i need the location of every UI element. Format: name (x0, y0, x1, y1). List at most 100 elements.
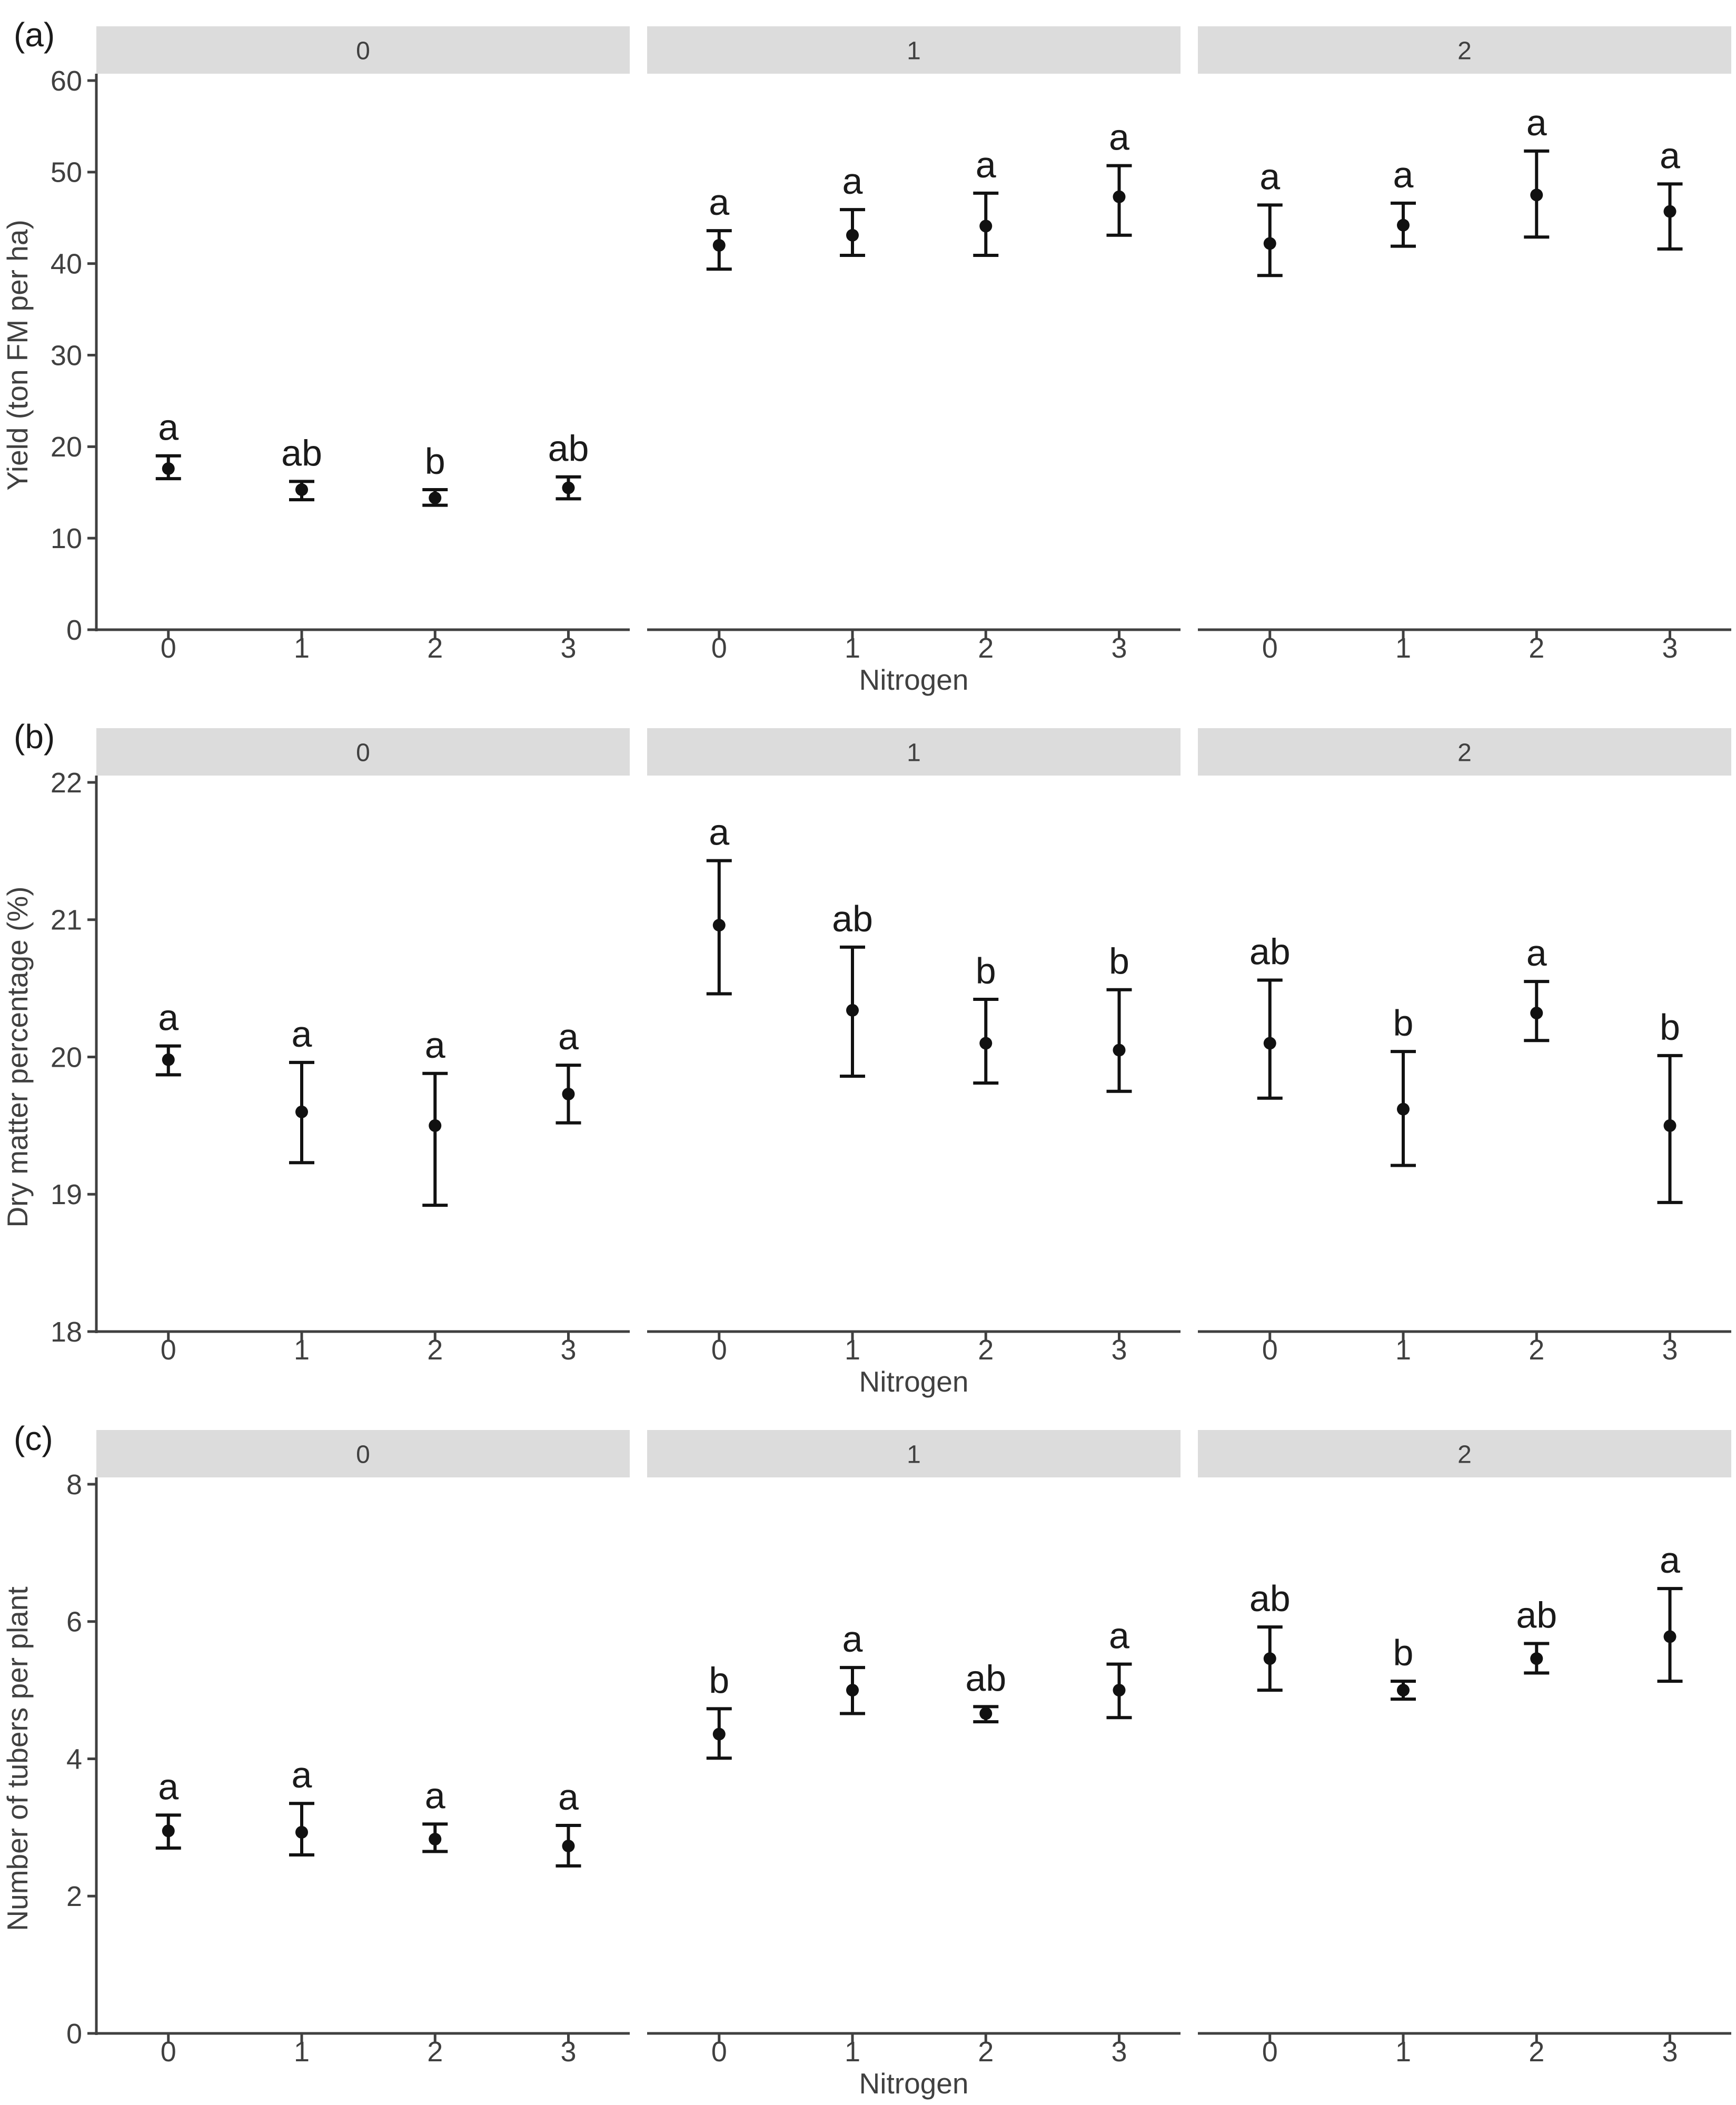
x-tick-label: 0 (1262, 2036, 1278, 2068)
x-tick-label: 1 (845, 2036, 860, 2068)
mean-point (295, 1105, 309, 1118)
significance-letter: a (1660, 135, 1680, 176)
y-tick-label: 18 (51, 1316, 82, 1348)
panel-chart-b: (b)Dry matter percentage (%)181920212200… (1, 718, 1731, 1398)
mean-point (1663, 1630, 1677, 1643)
x-tick-label: 3 (1111, 2036, 1127, 2068)
errorbar-point: a (1524, 102, 1550, 239)
mean-point (979, 1707, 993, 1720)
mean-point (979, 1037, 993, 1050)
errorbar-point: ab (1249, 931, 1291, 1100)
mean-point (1530, 1652, 1543, 1665)
facet-strip-label: 2 (1457, 37, 1472, 65)
mean-point (1663, 205, 1677, 218)
errorbar-point: ab (965, 1657, 1006, 1724)
panel-label: (c) (14, 1419, 53, 1457)
x-tick-label: 0 (711, 632, 727, 664)
x-tick-label: 2 (978, 632, 994, 664)
errorbar-point: b (973, 950, 999, 1085)
errorbar-point: b (1657, 1007, 1683, 1204)
facet-strip-label: 1 (907, 1441, 921, 1468)
x-tick-label: 0 (711, 1334, 727, 1366)
y-tick-label: 8 (66, 1469, 82, 1501)
significance-letter: a (709, 182, 729, 223)
significance-letter: a (1526, 932, 1547, 974)
significance-letter: a (292, 1754, 312, 1795)
significance-letter: ab (1249, 931, 1291, 972)
significance-letter: a (425, 1775, 445, 1816)
x-tick-label: 3 (560, 1334, 576, 1366)
x-tick-label: 3 (1662, 2036, 1678, 2068)
facet-strip-label: 0 (356, 1441, 370, 1468)
x-tick-label: 0 (1262, 632, 1278, 664)
facet-strip-label: 1 (907, 37, 921, 65)
significance-letter: ab (832, 898, 873, 939)
x-tick-label: 1 (1395, 2036, 1411, 2068)
significance-letter: a (842, 161, 863, 202)
facet-strip (96, 728, 630, 776)
y-tick-label: 50 (51, 157, 82, 188)
y-tick-label: 10 (51, 523, 82, 554)
x-tick-label: 0 (1262, 1334, 1278, 1366)
significance-letter: ab (1516, 1594, 1557, 1635)
errorbar-point: a (1657, 135, 1683, 251)
errorbar-point: a (289, 1754, 315, 1857)
x-axis-title: Nitrogen (859, 663, 969, 696)
facet-strip-label: 2 (1457, 1441, 1472, 1468)
mean-point (1530, 188, 1543, 202)
errorbar-point: a (1106, 117, 1132, 237)
facet-strip-label: 0 (356, 37, 370, 65)
significance-letter: a (158, 1766, 178, 1807)
significance-letter: a (1660, 1540, 1680, 1581)
y-tick-label: 30 (51, 340, 82, 371)
x-tick-label: 2 (978, 1334, 994, 1366)
errorbar-point: a (155, 407, 181, 481)
y-tick-label: 0 (66, 2018, 82, 2050)
mean-point (429, 1833, 442, 1846)
errorbar-point: b (1391, 1632, 1416, 1701)
y-tick-label: 22 (51, 767, 82, 799)
errorbar-point: a (289, 1014, 315, 1165)
errorbar-point: ab (832, 898, 873, 1078)
facet-strip (647, 728, 1181, 776)
errorbar-point: a (422, 1775, 448, 1853)
x-tick-label: 2 (427, 1334, 443, 1366)
x-tick-label: 1 (845, 632, 860, 664)
mean-point (1113, 1044, 1126, 1057)
mean-point (1263, 1037, 1276, 1050)
significance-letter: a (158, 997, 178, 1038)
y-tick-label: 19 (51, 1179, 82, 1210)
mean-point (712, 1727, 726, 1741)
y-tick-label: 60 (51, 65, 82, 97)
mean-point (1263, 237, 1276, 250)
errorbar-point: b (422, 441, 448, 507)
errorbar-point: b (1106, 941, 1132, 1093)
significance-letter: b (425, 441, 445, 482)
facet-strip (96, 1430, 630, 1477)
mean-point (162, 1824, 175, 1838)
y-tick-label: 4 (66, 1743, 82, 1775)
significance-letter: a (1393, 154, 1414, 195)
x-tick-label: 2 (427, 2036, 443, 2068)
mean-point (1663, 1119, 1677, 1132)
significance-letter: b (709, 1660, 729, 1701)
mean-point (712, 239, 726, 252)
mean-point (162, 1053, 175, 1066)
x-tick-label: 2 (1529, 2036, 1544, 2068)
x-tick-label: 1 (294, 632, 310, 664)
x-tick-label: 3 (560, 2036, 576, 2068)
mean-point (429, 1119, 442, 1132)
errorbar-point: ab (281, 432, 322, 502)
mean-point (1397, 219, 1410, 232)
x-tick-label: 0 (161, 1334, 176, 1366)
errorbar-point: a (155, 1766, 181, 1850)
x-tick-label: 1 (1395, 632, 1411, 664)
facet-strip (1198, 1430, 1731, 1477)
panel-a: (a) Yield (ton FM per ha) 0 10 20 30 40 50 60 0 0 1… (0, 0, 1736, 702)
facet-strip-label: 1 (907, 739, 921, 767)
mean-point (1397, 1684, 1410, 1697)
errorbar-point: a (840, 161, 866, 257)
mean-point (429, 491, 442, 504)
mean-point (562, 1840, 575, 1853)
